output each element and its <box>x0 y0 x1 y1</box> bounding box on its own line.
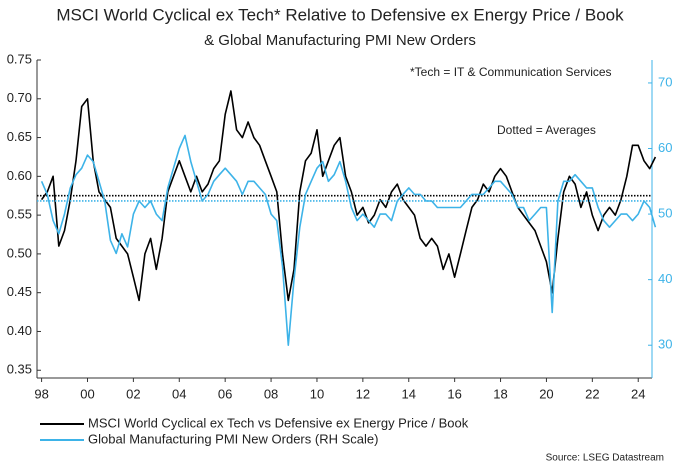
series-line <box>40 134 657 346</box>
chart-subtitle: & Global Manufacturing PMI New Orders <box>204 32 476 49</box>
y2-tick-label: 70 <box>658 74 672 89</box>
x-tick-label: 24 <box>631 386 645 401</box>
x-tick-label: 04 <box>172 386 186 401</box>
x-tick-label: 20 <box>539 386 553 401</box>
annotation: *Tech = IT & Communication Services <box>410 65 612 79</box>
chart-title: MSCI World Cyclical ex Tech* Relative to… <box>56 5 624 24</box>
x-tick-label: 12 <box>356 386 370 401</box>
y-tick-label: 0.70 <box>7 90 32 105</box>
x-tick-label: 18 <box>493 386 507 401</box>
source: Source: LSEG Datastream <box>546 453 664 464</box>
y2-tick-label: 30 <box>658 337 672 352</box>
annotation: Dotted = Averages <box>497 123 596 137</box>
x-tick-label: 14 <box>402 386 416 401</box>
y-tick-label: 0.60 <box>7 168 32 183</box>
x-tick-label: 02 <box>126 386 140 401</box>
y-tick-label: 0.65 <box>7 129 32 144</box>
legend-label: MSCI World Cyclical ex Tech vs Defensive… <box>88 415 469 430</box>
y-tick-label: 0.55 <box>7 207 32 222</box>
y2-tick-label: 40 <box>658 271 672 286</box>
y-tick-label: 0.35 <box>7 362 32 377</box>
y-tick-label: 0.40 <box>7 323 32 338</box>
x-tick-label: 06 <box>218 386 232 401</box>
y2-tick-label: 60 <box>658 140 672 155</box>
y-tick-label: 0.50 <box>7 245 32 260</box>
y2-tick-label: 50 <box>658 206 672 221</box>
legend-label: Global Manufacturing PMI New Orders (RH … <box>88 431 378 446</box>
x-tick-label: 16 <box>447 386 461 401</box>
x-tick-label: 00 <box>80 386 94 401</box>
x-tick-label: 98 <box>34 386 48 401</box>
y-tick-label: 0.75 <box>7 51 32 66</box>
x-tick-label: 22 <box>585 386 599 401</box>
y-tick-label: 0.45 <box>7 284 32 299</box>
x-tick-label: 08 <box>264 386 278 401</box>
x-tick-label: 10 <box>310 386 324 401</box>
